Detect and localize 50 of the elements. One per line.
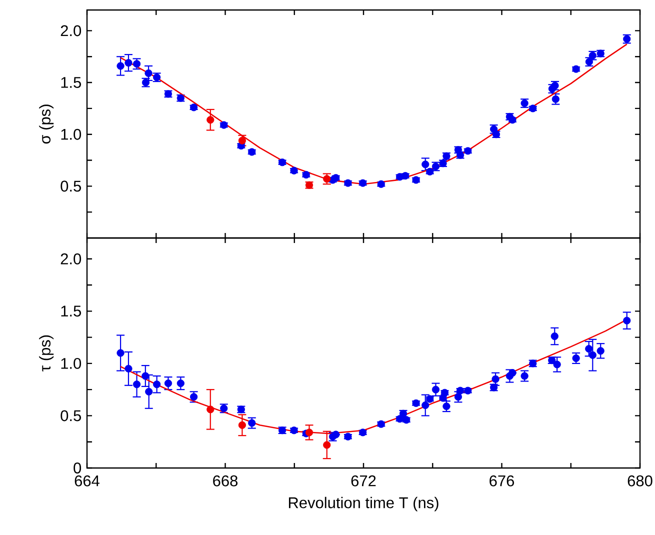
point [323,175,331,183]
point [238,136,246,144]
point [550,332,558,340]
point [588,351,596,359]
point [596,347,604,355]
point [206,406,214,414]
point [553,360,561,368]
point [248,419,256,427]
y-tick-label: 2.0 [60,25,82,36]
y-axis-title: τ (ps) [39,335,54,372]
point [623,316,631,324]
point [492,375,500,383]
y-tick-label: 0 [74,462,82,474]
y-tick-label: 2.0 [60,253,82,264]
point [142,372,150,380]
point [190,393,198,401]
x-axis-title: Revolution time T (ns) [288,496,438,512]
point [305,428,314,436]
point [164,380,172,388]
point [145,388,153,396]
point [332,430,340,438]
x-tick-label: 668 [213,475,238,486]
y-axis-title: σ (ps) [39,104,54,144]
point [116,349,124,357]
point [422,160,430,168]
point [144,69,152,78]
point [124,364,132,372]
y-tick-label: 1.0 [61,358,82,369]
point [176,380,184,388]
point [153,380,161,388]
point [432,386,440,394]
point [124,59,132,67]
y-tick-label: 1.5 [61,306,81,317]
point [520,372,528,380]
point [422,401,430,410]
point [116,62,124,70]
point [206,116,214,124]
point [238,421,246,429]
y-tick-label: 1.5 [61,77,81,88]
x-tick-label: 676 [490,475,514,486]
y-tick-label: 1.0 [61,128,82,140]
point [572,354,580,362]
point [585,345,593,353]
x-tick-label: 664 [74,475,100,486]
x-tick-label: 672 [351,475,376,486]
point [132,380,141,388]
y-tick-label: 0.5 [60,410,81,422]
y-tick-label: 0.5 [60,180,81,192]
x-tick-label: 680 [628,475,652,486]
point [323,441,331,449]
